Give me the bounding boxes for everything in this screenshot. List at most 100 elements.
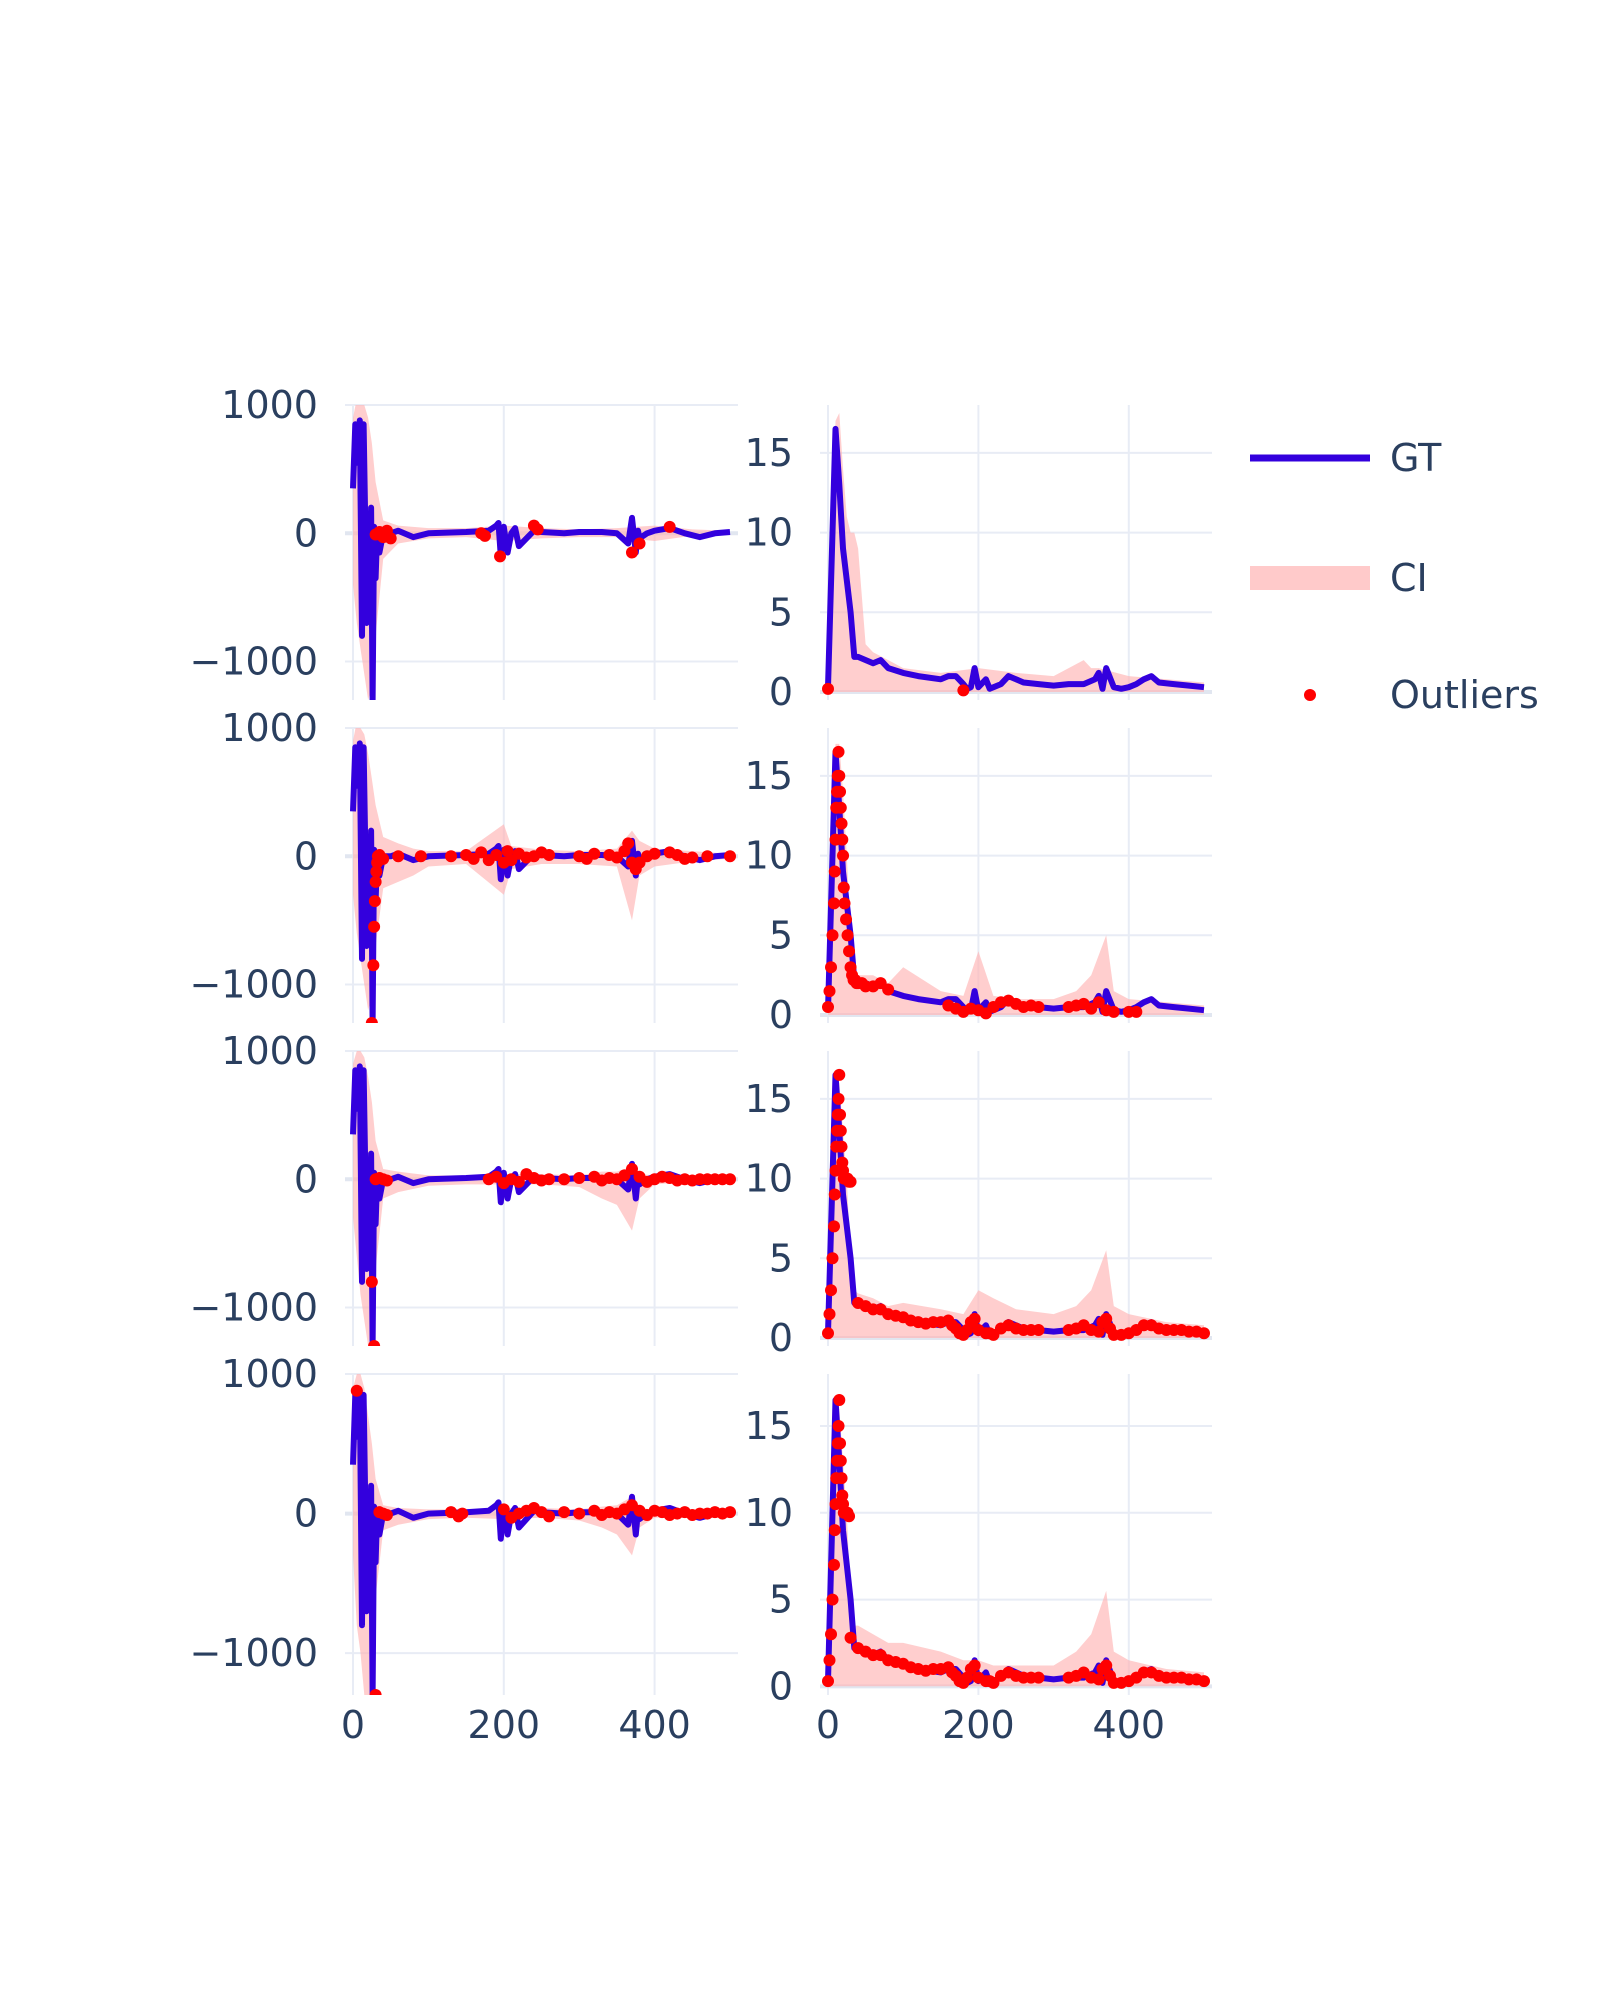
outlier-point — [377, 852, 390, 865]
series-group — [350, 728, 736, 1023]
x-tick-label: 0 — [341, 1703, 365, 1747]
outlier-point — [724, 850, 736, 863]
outlier-point — [834, 785, 847, 798]
outlier-point — [825, 1284, 838, 1297]
x-tick-label: 400 — [618, 1703, 691, 1747]
outlier-point — [478, 529, 491, 542]
outlier-point — [823, 1308, 836, 1321]
outlier-point — [841, 929, 854, 942]
outlier-point — [543, 848, 556, 861]
outlier-point — [835, 817, 848, 830]
legend-label: GT — [1390, 436, 1442, 480]
outlier-point — [367, 959, 380, 972]
y-tick-label: 10 — [745, 1491, 793, 1535]
gt-line — [350, 417, 731, 700]
y-tick-label: 0 — [294, 1157, 318, 1201]
outlier-point — [368, 1340, 381, 1346]
legend: GT CI Outliers — [1250, 436, 1539, 717]
outlier-point — [588, 847, 601, 860]
gt-line — [825, 425, 1205, 692]
outlier-point — [350, 1384, 363, 1397]
outlier-point — [1107, 1005, 1120, 1018]
y-tick-label: 5 — [769, 590, 793, 634]
outlier-point — [826, 929, 839, 942]
y-tick-label: 1000 — [221, 706, 318, 750]
ci-band — [353, 405, 730, 700]
outlier-point — [835, 1472, 848, 1485]
ci-band — [828, 1408, 1204, 1687]
series-group — [822, 1394, 1210, 1689]
gt-line — [350, 1387, 731, 1695]
plot-area: −100001000−100001000−100001000−100001000… — [189, 383, 1212, 1747]
outlier-point — [497, 1503, 510, 1516]
outlier-point — [822, 1327, 834, 1340]
y-tick-label: 10 — [745, 511, 793, 555]
subplot-r2-c1: −1000 0 1000 — [189, 706, 738, 1023]
outlier-point — [558, 1173, 571, 1186]
outlier-point — [957, 684, 970, 697]
outlier-point — [633, 537, 646, 550]
outlier-point — [833, 1068, 846, 1081]
outlier-point — [365, 1275, 378, 1288]
outlier-point — [837, 849, 850, 862]
outlier-point — [1032, 1671, 1045, 1684]
outlier-point — [832, 1420, 845, 1433]
outlier-point — [370, 865, 383, 878]
outlier-point — [968, 1312, 981, 1325]
outlier-point — [380, 1508, 393, 1521]
outlier-point — [828, 1188, 841, 1201]
outlier-point — [369, 875, 382, 888]
y-tick-label: 0 — [294, 834, 318, 878]
outlier-point — [823, 985, 836, 998]
outlier-point — [822, 1675, 834, 1688]
ci-band — [353, 1051, 730, 1346]
outlier-point — [844, 1631, 857, 1644]
outlier-point — [365, 1017, 378, 1023]
series-group — [350, 1051, 736, 1346]
gt-line — [825, 748, 1205, 1015]
series-group — [822, 413, 1205, 697]
outlier-point — [823, 1654, 836, 1667]
y-tick-label: 0 — [769, 1316, 793, 1360]
outlier-point — [840, 913, 853, 926]
outlier-point — [490, 848, 503, 861]
outlier-point — [648, 847, 661, 860]
x-tick-label: 200 — [942, 1703, 1015, 1747]
x-tick-label: 200 — [468, 1703, 541, 1747]
x-tick-label: 400 — [1093, 1703, 1166, 1747]
outlier-point — [835, 1140, 848, 1153]
y-tick-label: 0 — [294, 1492, 318, 1536]
ci-band — [353, 1374, 730, 1695]
outlier-point — [838, 897, 851, 910]
outlier-point — [968, 1659, 981, 1672]
legend-item-gt: GT — [1250, 436, 1442, 480]
outlier-point — [834, 1437, 847, 1450]
outlier-point — [1100, 1312, 1113, 1325]
outlier-point — [1198, 1327, 1210, 1340]
legend-band-swatch — [1250, 566, 1370, 590]
outlier-point — [369, 1689, 382, 1695]
y-tick-label: −1000 — [189, 1631, 318, 1675]
y-tick-label: 15 — [745, 1077, 793, 1121]
outlier-point — [625, 1163, 638, 1175]
y-tick-label: 1000 — [221, 1029, 318, 1073]
outlier-point — [543, 1510, 556, 1523]
y-tick-label: 0 — [769, 1664, 793, 1708]
x-tick-label: 0 — [816, 1703, 840, 1747]
outlier-point — [1092, 1325, 1105, 1338]
legend-label: CI — [1390, 556, 1428, 600]
outlier-point — [1032, 1324, 1045, 1337]
y-tick-label: −1000 — [189, 1286, 318, 1330]
subplot-r2-c2: 0 5 10 15 — [745, 728, 1212, 1037]
outlier-point — [825, 961, 838, 974]
outlier-point — [625, 546, 638, 559]
outlier-point — [836, 1489, 849, 1502]
outlier-point — [1198, 1675, 1210, 1688]
outlier-point — [456, 1507, 469, 1520]
outlier-point — [573, 1507, 586, 1520]
outlier-point — [512, 1175, 525, 1188]
outlier-point — [828, 1220, 841, 1233]
y-tick-label: 0 — [769, 670, 793, 714]
y-tick-label: 15 — [745, 754, 793, 798]
